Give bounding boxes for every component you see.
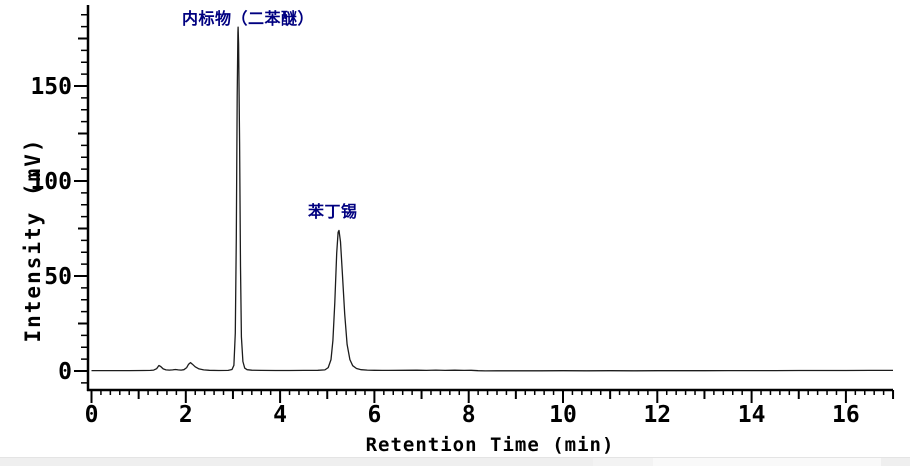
x-tick-label: 16 bbox=[832, 402, 860, 428]
y-tick-label: 100 bbox=[30, 169, 72, 195]
x-tick-label: 12 bbox=[643, 402, 671, 428]
x-axis-ticks: 0 2 4 6 8 10 12 14 16 bbox=[85, 390, 895, 428]
x-axis-title: Retention Time (min) bbox=[365, 434, 615, 456]
scrollbar-segment bbox=[653, 458, 881, 466]
x-tick-label: 6 bbox=[367, 402, 381, 428]
window-bottom-scrollbar[interactable] bbox=[0, 457, 910, 466]
x-tick-label: 4 bbox=[273, 402, 287, 428]
x-tick-label: 10 bbox=[549, 402, 577, 428]
x-tick-label: 0 bbox=[85, 402, 99, 428]
y-axis-title: Intensity (mV) bbox=[21, 137, 45, 343]
y-tick-label: 150 bbox=[30, 74, 72, 100]
x-tick-label: 2 bbox=[179, 402, 193, 428]
y-tick-label: 0 bbox=[58, 359, 72, 385]
peak-label-internal-standard: 内标物（二苯醚） bbox=[182, 9, 315, 28]
x-tick-label: 14 bbox=[738, 402, 766, 428]
trace-line bbox=[91, 26, 893, 372]
y-axis-ticks: 0 50 100 150 bbox=[30, 14, 88, 385]
scrollbar-segment bbox=[593, 458, 653, 466]
y-tick-label: 50 bbox=[44, 264, 72, 290]
x-tick-label: 8 bbox=[462, 402, 476, 428]
peak-label-fenbutatin: 苯丁锡 bbox=[308, 202, 358, 221]
axes bbox=[86, 5, 893, 392]
scrollbar-segment bbox=[881, 458, 910, 466]
